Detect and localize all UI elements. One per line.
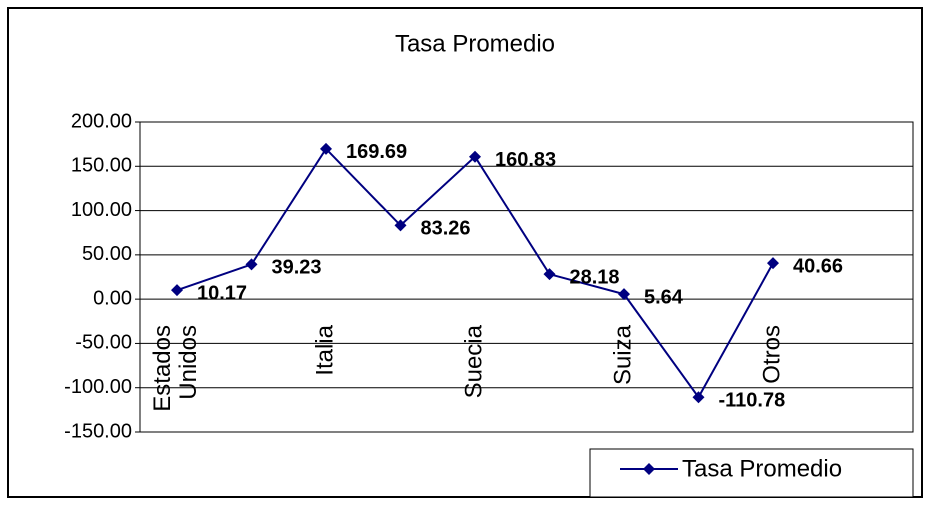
data-label: 40.66 (793, 255, 843, 277)
legend-label: Tasa Promedio (682, 455, 842, 482)
chart-border (7, 7, 923, 498)
y-tick-label: 100.00 (71, 199, 132, 221)
data-label: 10.17 (197, 282, 247, 304)
data-label: 28.18 (570, 266, 620, 288)
data-point (543, 268, 556, 281)
data-label: 169.69 (346, 141, 407, 163)
y-tick-label: -50.00 (75, 332, 132, 354)
y-tick-label: 50.00 (82, 243, 132, 265)
legend-box (589, 448, 914, 498)
data-point (171, 284, 183, 297)
x-tick-label: EstadosUnidos (149, 325, 202, 412)
data-label: 160.83 (495, 149, 556, 171)
x-tick-label: Suiza (609, 324, 636, 385)
data-point (469, 150, 481, 163)
data-label: 39.23 (272, 257, 322, 279)
x-tick-label: Otros (758, 325, 785, 384)
x-tick-label: Italia (311, 324, 338, 375)
data-point (618, 288, 630, 301)
y-tick-label: 150.00 (71, 155, 132, 177)
data-point (394, 219, 407, 232)
data-label: 83.26 (421, 218, 471, 240)
x-tick-label: Suecia (460, 324, 487, 398)
legend-marker (643, 463, 655, 475)
chart-title: Tasa Promedio (395, 30, 555, 57)
y-tick-label: 200.00 (71, 110, 132, 132)
data-point (245, 258, 258, 271)
data-label: -110.78 (719, 390, 786, 412)
data-point (767, 257, 779, 270)
data-label: 5.64 (644, 286, 684, 308)
data-point (692, 391, 705, 404)
y-tick-label: -100.00 (64, 376, 132, 398)
y-tick-label: -150.00 (64, 420, 132, 442)
data-point (320, 142, 332, 155)
y-tick-label: 0.00 (93, 287, 132, 309)
